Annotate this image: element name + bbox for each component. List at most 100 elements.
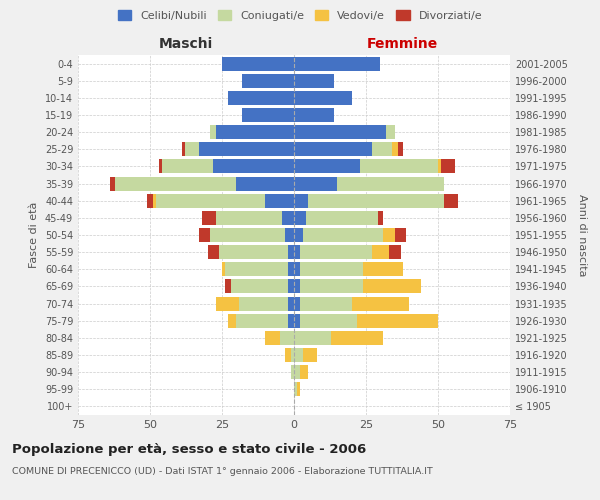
Bar — [331, 331, 383, 345]
Bar — [288, 262, 294, 276]
Bar — [283, 211, 294, 225]
Bar — [202, 211, 216, 225]
Bar — [294, 382, 297, 396]
Bar — [222, 262, 225, 276]
Bar — [216, 211, 283, 225]
Bar — [294, 331, 331, 345]
Bar — [383, 228, 395, 242]
Bar — [280, 331, 294, 345]
Text: Femmine: Femmine — [367, 38, 437, 52]
Text: Popolazione per età, sesso e stato civile - 2006: Popolazione per età, sesso e stato civil… — [12, 442, 366, 456]
Bar — [441, 160, 455, 173]
Bar — [219, 245, 288, 259]
Bar — [288, 280, 294, 293]
Bar — [156, 194, 265, 207]
Bar — [302, 348, 317, 362]
Bar — [294, 56, 380, 70]
Text: COMUNE DI PRECENICCO (UD) - Dati ISTAT 1° gennaio 2006 - Elaborazione TUTTITALIA: COMUNE DI PRECENICCO (UD) - Dati ISTAT 1… — [12, 468, 433, 476]
Bar — [372, 142, 392, 156]
Bar — [225, 262, 288, 276]
Bar — [372, 245, 389, 259]
Bar — [294, 176, 337, 190]
Bar — [294, 108, 334, 122]
Y-axis label: Fasce di età: Fasce di età — [29, 202, 39, 268]
Bar — [297, 382, 300, 396]
Bar — [294, 314, 300, 328]
Bar — [291, 348, 294, 362]
Bar — [153, 194, 156, 207]
Bar — [236, 176, 294, 190]
Bar — [363, 262, 403, 276]
Bar — [308, 194, 444, 207]
Bar — [199, 142, 294, 156]
Bar — [286, 348, 291, 362]
Bar — [300, 314, 358, 328]
Bar — [377, 211, 383, 225]
Bar — [185, 142, 199, 156]
Bar — [398, 142, 403, 156]
Bar — [294, 142, 372, 156]
Bar — [294, 91, 352, 105]
Bar — [294, 74, 334, 88]
Bar — [228, 314, 236, 328]
Bar — [211, 125, 216, 139]
Bar — [286, 228, 294, 242]
Bar — [438, 160, 441, 173]
Bar — [199, 228, 211, 242]
Bar — [300, 280, 363, 293]
Bar — [242, 74, 294, 88]
Bar — [294, 211, 305, 225]
Bar — [386, 125, 395, 139]
Bar — [115, 176, 236, 190]
Bar — [294, 125, 386, 139]
Text: Maschi: Maschi — [159, 38, 213, 52]
Bar — [300, 245, 372, 259]
Y-axis label: Anni di nascita: Anni di nascita — [577, 194, 587, 276]
Bar — [294, 280, 300, 293]
Bar — [265, 331, 280, 345]
Bar — [300, 365, 308, 379]
Bar — [182, 142, 185, 156]
Bar — [352, 296, 409, 310]
Bar — [211, 228, 286, 242]
Bar — [392, 142, 398, 156]
Bar — [305, 211, 377, 225]
Bar — [216, 125, 294, 139]
Bar — [291, 365, 294, 379]
Bar — [147, 194, 153, 207]
Bar — [208, 245, 219, 259]
Bar — [242, 108, 294, 122]
Bar — [389, 245, 401, 259]
Bar — [228, 91, 294, 105]
Bar — [265, 194, 294, 207]
Bar — [360, 160, 438, 173]
Bar — [337, 176, 444, 190]
Bar — [239, 296, 288, 310]
Bar — [294, 262, 300, 276]
Bar — [216, 296, 239, 310]
Bar — [294, 160, 360, 173]
Bar — [363, 280, 421, 293]
Bar — [358, 314, 438, 328]
Bar — [300, 296, 352, 310]
Bar — [230, 280, 288, 293]
Bar — [222, 56, 294, 70]
Bar — [288, 245, 294, 259]
Bar — [214, 160, 294, 173]
Bar — [294, 228, 302, 242]
Bar — [444, 194, 458, 207]
Legend: Celibi/Nubili, Coniugati/e, Vedovi/e, Divorziati/e: Celibi/Nubili, Coniugati/e, Vedovi/e, Di… — [113, 6, 487, 25]
Bar — [294, 365, 300, 379]
Bar — [236, 314, 288, 328]
Bar — [110, 176, 115, 190]
Bar — [161, 160, 214, 173]
Bar — [294, 296, 300, 310]
Bar — [294, 245, 300, 259]
Bar — [225, 280, 230, 293]
Bar — [300, 262, 363, 276]
Bar — [288, 314, 294, 328]
Bar — [288, 296, 294, 310]
Bar — [395, 228, 406, 242]
Bar — [158, 160, 161, 173]
Bar — [294, 194, 308, 207]
